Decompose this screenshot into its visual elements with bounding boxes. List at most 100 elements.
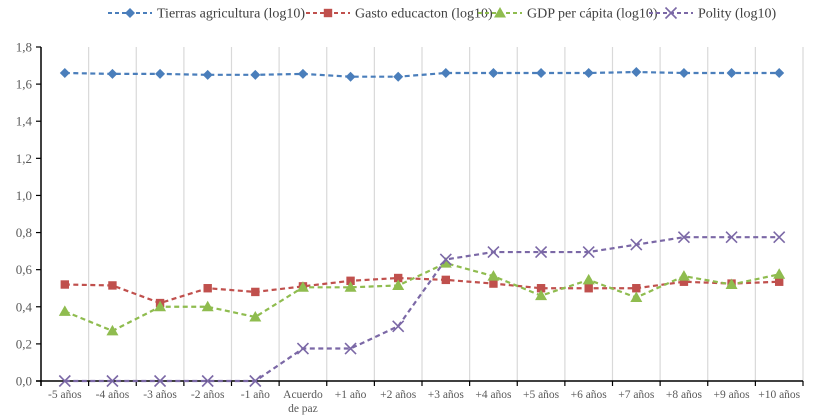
data-point (584, 284, 593, 293)
data-point (60, 280, 70, 289)
data-point (439, 253, 452, 266)
legend: Tierras agricultura (log10) Gasto educact… (108, 7, 777, 22)
y-tick-label: 1,8 (16, 40, 32, 55)
data-point (535, 289, 548, 301)
data-point (774, 67, 785, 78)
x-axis-ticks: -5 años -4 años -3 años -2 años -1 año Acuerd… (40, 381, 804, 415)
y-tick-label: 0,4 (16, 299, 33, 314)
data-point (678, 67, 689, 78)
data-point (725, 278, 738, 290)
data-point (201, 374, 214, 388)
x-tick-label: +9 años (713, 389, 750, 401)
grid-lines (88, 47, 804, 381)
data-point (488, 67, 499, 78)
legend-item-3: Polity (log10) (649, 7, 777, 22)
data-point (345, 71, 356, 82)
series-line (64, 276, 780, 305)
data-point (773, 268, 786, 279)
data-point (726, 67, 737, 78)
data-point (439, 257, 452, 268)
data-point (249, 310, 262, 322)
x-tick-label: +7 años (618, 389, 655, 401)
data-point (630, 291, 643, 302)
y-tick-label: 0,8 (16, 225, 32, 240)
axes (36, 47, 803, 386)
data-point (251, 287, 260, 297)
x-tick-label: Acuerdo (283, 389, 323, 401)
data-point (679, 277, 689, 286)
x-tick-label: -4 años (96, 389, 130, 401)
legend-item-0: Tierras agricultura (log10) (108, 7, 305, 22)
y-axis-ticks: 0,0 0,2 0,4 0,6 0,8 1,0 1,2 1,4 1,6 1,8 (16, 40, 41, 389)
series-3 (58, 231, 786, 388)
data-point (392, 279, 405, 290)
y-tick-label: 0,6 (16, 262, 33, 277)
data-point (773, 231, 786, 244)
data-point (203, 284, 212, 293)
data-point (392, 320, 405, 333)
data-point (440, 67, 451, 78)
x-tick-label: +8 años (666, 389, 703, 401)
data-point (725, 231, 738, 244)
data-point (489, 279, 498, 288)
y-tick-label: 1,6 (16, 77, 33, 92)
data-point (393, 71, 404, 82)
data-point (154, 300, 167, 312)
x-tick-label: +4 años (475, 389, 512, 401)
data-point (250, 69, 261, 80)
data-point (249, 374, 262, 388)
series-2 (58, 257, 786, 336)
data-point (344, 281, 357, 292)
y-tick-label: 0,0 (16, 374, 32, 389)
data-point (630, 238, 643, 251)
legend-label: Tierras agricultura (log10) (157, 7, 305, 22)
data-point (393, 273, 403, 283)
data-point (582, 273, 595, 285)
data-point (296, 342, 310, 355)
data-point (107, 68, 118, 79)
series-group (58, 67, 786, 388)
data-point (58, 374, 71, 388)
data-point (201, 300, 214, 312)
data-point (582, 245, 595, 259)
series-line (64, 236, 780, 383)
data-point (487, 245, 500, 259)
data-point (296, 281, 309, 292)
y-tick-label: 0,2 (16, 336, 32, 351)
data-point (631, 67, 642, 78)
series-line (64, 70, 780, 78)
data-point (153, 374, 167, 388)
legend-item-1: Gasto educacton (log10) (306, 7, 493, 22)
x-tick-label: -5 años (48, 389, 82, 401)
data-point (346, 276, 355, 285)
x-tick-label: de paz (288, 403, 318, 415)
data-point (108, 281, 117, 290)
legend-item-2: GDP per cápita (log10) (478, 7, 658, 22)
legend-marker (125, 8, 135, 18)
legend-label: GDP per cápita (log10) (527, 7, 658, 22)
data-point (106, 374, 119, 388)
data-point (632, 284, 641, 293)
series-0 (59, 67, 785, 82)
data-point (677, 231, 691, 244)
y-tick-label: 1,0 (16, 188, 32, 203)
x-tick-label: +5 años (523, 389, 560, 401)
data-point (344, 342, 357, 355)
x-tick-label: -1 año (241, 389, 270, 401)
data-point (534, 245, 548, 259)
data-point (202, 69, 213, 80)
data-point (774, 277, 784, 286)
x-tick-label: +10 años (758, 389, 800, 401)
data-point (155, 68, 166, 79)
legend-marker (664, 6, 678, 20)
data-point (583, 67, 594, 78)
y-tick-label: 1,4 (16, 114, 33, 129)
y-tick-label: 1,2 (16, 151, 32, 166)
legend-label: Gasto educacton (log10) (355, 7, 493, 22)
legend-label: Polity (log10) (698, 7, 777, 22)
data-point (106, 324, 119, 336)
data-point (536, 284, 546, 293)
x-tick-label: -2 años (191, 389, 225, 401)
data-point (58, 305, 71, 316)
